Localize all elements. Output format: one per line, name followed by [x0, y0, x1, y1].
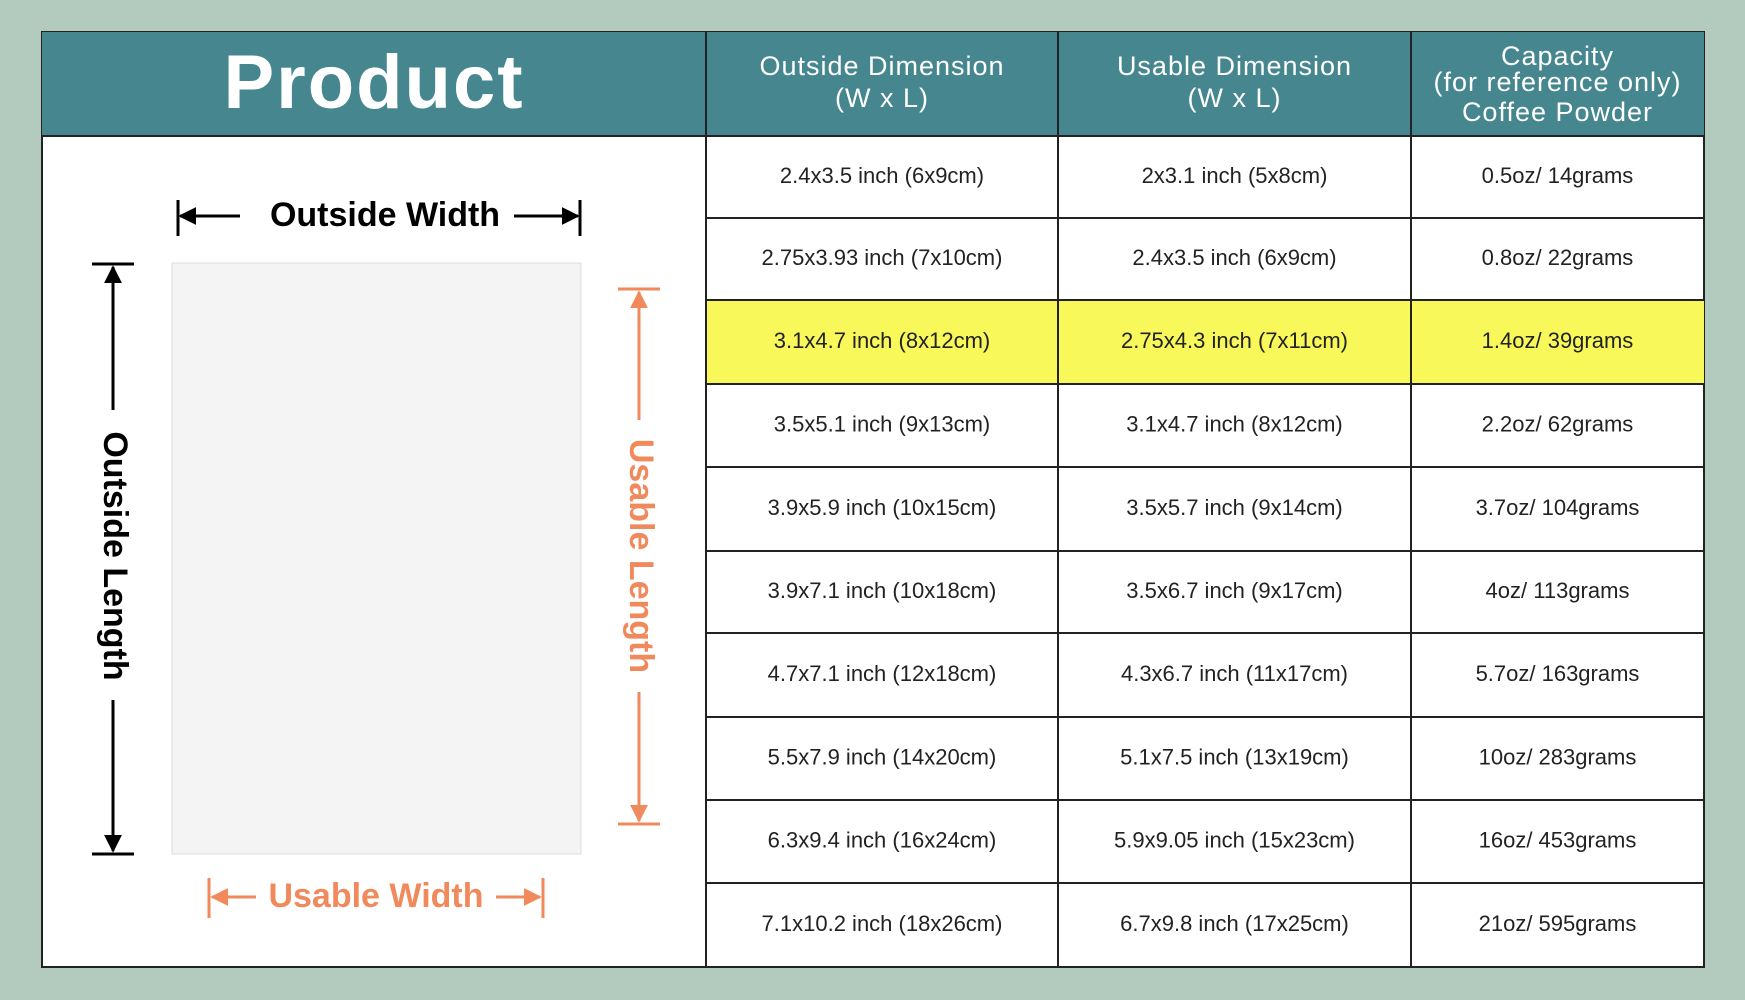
table-cell: 5.9x9.05 inch (15x23cm) — [1114, 827, 1355, 852]
table-cell: 3.5x5.7 inch (9x14cm) — [1126, 495, 1342, 520]
table-cell: 2x3.1 inch (5x8cm) — [1142, 163, 1328, 188]
column-header: Capacity — [1501, 41, 1614, 71]
table-cell: 5.1x7.5 inch (13x19cm) — [1120, 744, 1349, 769]
table-cell: 3.9x5.9 inch (10x15cm) — [768, 495, 997, 520]
table-cell: 1.4oz/ 39grams — [1482, 328, 1634, 353]
table-cell: 2.75x3.93 inch (7x10cm) — [762, 245, 1003, 270]
table-cell: 21oz/ 595grams — [1479, 911, 1637, 936]
table-cell: 6.7x9.8 inch (17x25cm) — [1120, 911, 1349, 936]
table-cell: 3.9x7.1 inch (10x18cm) — [768, 578, 997, 603]
table-cell: 3.1x4.7 inch (8x12cm) — [774, 328, 990, 353]
table-cell: 7.1x10.2 inch (18x26cm) — [762, 911, 1003, 936]
table-cell: 2.2oz/ 62grams — [1482, 411, 1634, 436]
column-header: Outside Dimension — [759, 51, 1004, 81]
table-cell: 3.1x4.7 inch (8x12cm) — [1126, 411, 1342, 436]
table-cell: 2.75x4.3 inch (7x11cm) — [1121, 328, 1348, 353]
table-cell: 4.7x7.1 inch (12x18cm) — [768, 661, 997, 686]
bag — [171, 262, 582, 855]
table-cell: 6.3x9.4 inch (16x24cm) — [768, 827, 997, 852]
column-header: (W x L) — [1188, 83, 1282, 113]
table-cell: 3.7oz/ 104grams — [1476, 495, 1640, 520]
column-header: (W x L) — [835, 83, 929, 113]
outside-width-label: Outside Width — [270, 196, 500, 234]
table-cell: 16oz/ 453grams — [1479, 827, 1637, 852]
outside-length-label: Outside Length — [96, 431, 134, 680]
table-cell: 4.3x6.7 inch (11x17cm) — [1121, 661, 1348, 686]
usable-length-label: Usable Length — [622, 439, 660, 673]
table-cell: 5.5x7.9 inch (14x20cm) — [768, 744, 997, 769]
table-cell: 5.7oz/ 163grams — [1476, 661, 1640, 686]
product-title: Product — [223, 40, 524, 125]
column-header: Usable Dimension — [1117, 51, 1352, 81]
column-header: Coffee Powder — [1462, 97, 1653, 127]
header-band — [42, 32, 1704, 136]
column-header: (for reference only) — [1433, 67, 1681, 97]
table-cell: 0.5oz/ 14grams — [1482, 163, 1634, 188]
usable-width-label: Usable Width — [268, 877, 483, 915]
table-cell: 0.8oz/ 22grams — [1482, 245, 1634, 270]
table-cell: 2.4x3.5 inch (6x9cm) — [1132, 245, 1336, 270]
table-cell: 2.4x3.5 inch (6x9cm) — [780, 163, 984, 188]
table-cell: 4oz/ 113grams — [1486, 578, 1630, 603]
table-cell: 3.5x6.7 inch (9x17cm) — [1126, 578, 1342, 603]
table-cell: 10oz/ 283grams — [1479, 744, 1637, 769]
table-cell: 3.5x5.1 inch (9x13cm) — [774, 411, 990, 436]
highlight-row — [706, 300, 1704, 384]
